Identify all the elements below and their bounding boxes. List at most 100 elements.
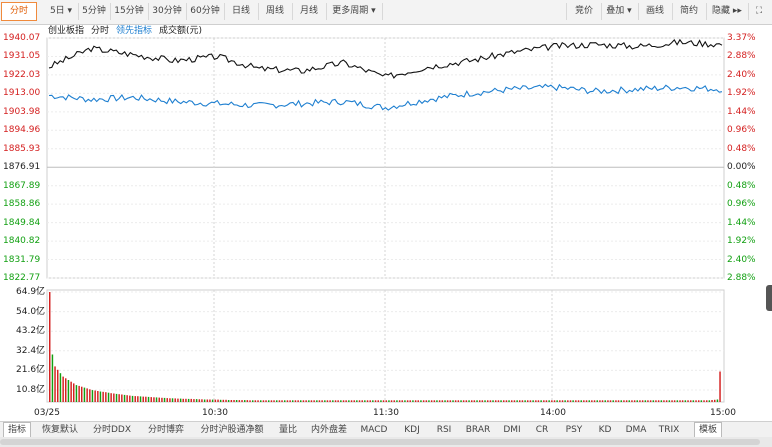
indicator-tab[interactable]: PSY: [565, 425, 583, 435]
volume-bar: [412, 400, 414, 402]
indicator-tab[interactable]: KDJ: [404, 425, 420, 435]
volume-bar: [561, 400, 564, 402]
indicator-tab[interactable]: 分时博弈: [147, 425, 184, 435]
percent-label: 3.37%: [727, 33, 756, 43]
period-tab-5min[interactable]: 5分钟: [78, 3, 111, 20]
price-label: 1831.79: [3, 254, 41, 265]
volume-bar: [254, 400, 257, 402]
price-label: 1876.91: [3, 162, 41, 173]
indicator-tab[interactable]: 指标: [3, 422, 31, 438]
indicator-tab[interactable]: KD: [598, 425, 612, 435]
volume-bar: [265, 400, 267, 402]
volume-bar: [150, 397, 152, 402]
hide-panel-button[interactable]: 隐藏 ▸▸: [706, 3, 749, 20]
horizontal-scrollbar[interactable]: [0, 437, 772, 447]
period-tab-60min[interactable]: 60分钟: [186, 3, 225, 20]
volume-bar: [460, 400, 462, 402]
volume-bar: [649, 400, 652, 402]
indicator-tab[interactable]: TRIX: [658, 425, 680, 435]
volume-bar: [519, 400, 521, 402]
time-label: 11:30: [373, 408, 399, 418]
indicator-tab[interactable]: CR: [535, 425, 549, 435]
volume-bar: [692, 400, 695, 402]
volume-bar: [313, 400, 315, 402]
volume-bar: [182, 398, 184, 402]
volume-bar: [139, 396, 142, 402]
indicator-tab[interactable]: DMA: [625, 425, 647, 435]
volume-bar: [276, 400, 278, 402]
overlay-dropdown[interactable]: 叠加 ▾: [600, 3, 639, 20]
volume-bar: [404, 400, 406, 402]
intraday-chart[interactable]: [0, 0, 772, 421]
volume-bar: [316, 400, 318, 402]
volume-bar: [147, 396, 150, 402]
volume-bar: [206, 399, 209, 402]
volume-bar: [503, 400, 505, 402]
volume-bar: [241, 400, 243, 402]
indicator-tab[interactable]: BRAR: [465, 425, 491, 435]
volume-bar: [289, 400, 291, 402]
volume-bar: [62, 376, 64, 402]
indicator-tab[interactable]: 内外盘差: [310, 425, 347, 435]
period-tab-intraday[interactable]: 分时: [1, 2, 37, 21]
volume-bar: [97, 391, 99, 402]
volume-bar: [155, 397, 158, 402]
volume-bar: [203, 399, 206, 402]
volume-bar: [115, 393, 118, 402]
price-label: 1894.96: [3, 125, 41, 136]
volume-bar: [372, 400, 374, 402]
draw-line-button[interactable]: 画线: [638, 3, 673, 20]
volume-bar: [532, 400, 534, 402]
volume-bar: [332, 400, 334, 402]
volume-bar: [158, 397, 160, 402]
volume-bar: [575, 400, 577, 402]
volume-bar: [361, 400, 363, 402]
volume-bar: [567, 400, 569, 402]
scrollbar-thumb[interactable]: [0, 439, 760, 445]
volume-bar: [668, 400, 671, 402]
volume-bar: [321, 400, 323, 402]
indicator-tab[interactable]: RSI: [436, 425, 452, 435]
volume-bar: [476, 400, 478, 402]
volume-bar: [604, 400, 606, 402]
side-panel-handle[interactable]: [766, 285, 772, 311]
indicator-tab[interactable]: 模板: [694, 422, 722, 438]
period-tab-daily[interactable]: 日线: [224, 3, 259, 20]
indicator-tab[interactable]: DMI: [503, 425, 521, 435]
percent-label: 2.88%: [727, 273, 756, 283]
volume-bar: [585, 400, 588, 402]
volume-bar: [94, 390, 96, 402]
indicator-tab[interactable]: 量比: [278, 425, 297, 435]
percent-label: 1.44%: [727, 106, 756, 117]
period-tab-30min[interactable]: 30分钟: [148, 3, 187, 20]
volume-bar: [294, 400, 297, 402]
period-tab-weekly[interactable]: 周线: [258, 3, 293, 20]
volume-bar: [660, 400, 663, 402]
volume-bar: [380, 400, 382, 402]
volume-bar: [716, 399, 719, 402]
indicator-tab[interactable]: 恢复默认: [41, 425, 78, 435]
volume-bar: [673, 400, 676, 402]
simple-mode-button[interactable]: 简约: [672, 3, 707, 20]
volume-bar: [78, 385, 80, 402]
auction-button[interactable]: 竞价: [566, 3, 602, 20]
indicator-tab[interactable]: MACD: [360, 425, 388, 435]
volume-bar: [631, 400, 633, 402]
more-periods-dropdown[interactable]: 更多周期 ▾: [326, 3, 383, 20]
volume-bar: [284, 400, 286, 402]
fullscreen-icon[interactable]: ⛶: [755, 6, 763, 16]
volume-bar: [468, 400, 470, 402]
period-tab-5day[interactable]: 5日 ▾: [44, 3, 79, 20]
volume-bar: [305, 400, 307, 402]
volume-bar: [233, 400, 235, 402]
volume-bar: [559, 400, 561, 402]
volume-label: 21.6亿: [16, 365, 46, 376]
volume-bar: [81, 386, 83, 402]
volume-bar: [625, 400, 628, 402]
period-tab-15min[interactable]: 15分钟: [110, 3, 149, 20]
leading-indicator-line: [48, 83, 723, 111]
period-tab-monthly[interactable]: 月线: [292, 3, 327, 20]
indicator-tab[interactable]: 分时沪股通净额: [200, 425, 264, 435]
indicator-tab[interactable]: 分时DDX: [92, 425, 132, 435]
time-label: 15:00: [710, 408, 736, 418]
